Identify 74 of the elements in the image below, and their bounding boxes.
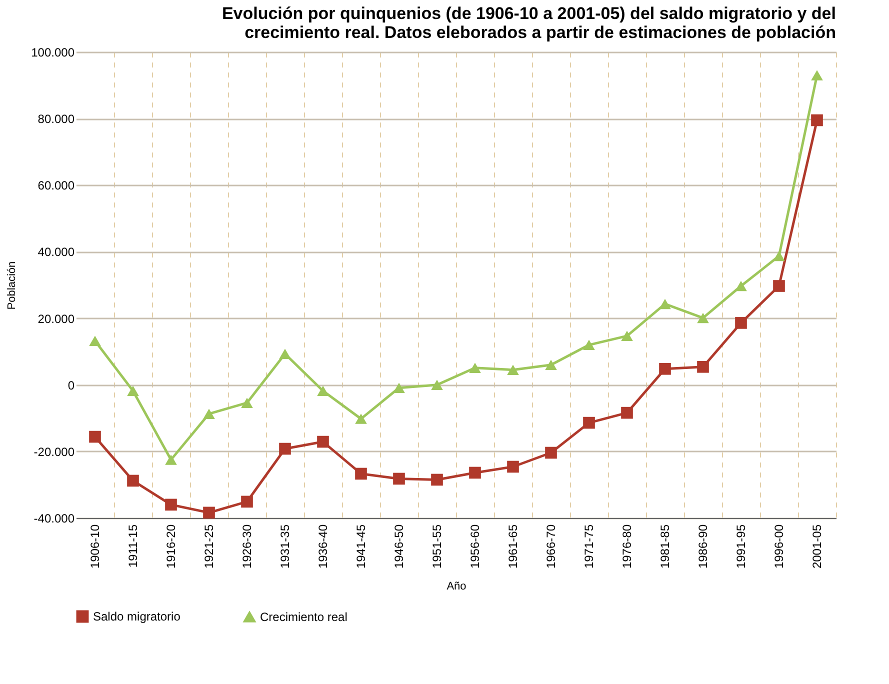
point <box>431 380 443 390</box>
y-tick-label: 60.000 <box>38 178 75 193</box>
x-tick-label: 1986-90 <box>696 524 710 569</box>
y-tick-label: 20.000 <box>38 312 75 326</box>
y-tick-label: 40.000 <box>38 245 75 260</box>
text: crecimiento real. Datos eleborados a partir de estimaciones de población <box>244 23 836 42</box>
point <box>279 348 291 360</box>
x-tick-label: 1956-60 <box>468 524 482 569</box>
x-tick-label: 1951-55 <box>430 524 444 569</box>
point <box>735 280 747 292</box>
y-tick-label: -20.000 <box>34 444 75 459</box>
point <box>773 250 785 262</box>
point <box>317 386 329 396</box>
point <box>165 498 177 511</box>
point <box>241 496 253 508</box>
x-tick-label: 1911-15 <box>126 524 140 568</box>
x-tick-label: 1991-95 <box>734 524 748 569</box>
point <box>507 460 519 473</box>
y-tick-label: 100.000 <box>31 46 75 60</box>
point <box>583 340 595 350</box>
legend-label: Crecimiento real <box>260 610 348 624</box>
x-tick-label: 1996-00 <box>772 524 786 569</box>
point <box>697 360 709 373</box>
point <box>545 446 557 459</box>
point <box>811 114 823 126</box>
point <box>583 416 595 429</box>
point <box>469 466 481 479</box>
point <box>697 312 709 324</box>
x-tick-label: 1926-30 <box>240 524 254 569</box>
point <box>545 360 557 370</box>
y-tick-label: 80.000 <box>38 112 75 126</box>
point <box>659 298 671 310</box>
x-tick-label: 1941-45 <box>354 524 368 569</box>
point <box>507 364 519 375</box>
point <box>659 362 671 375</box>
point <box>355 414 367 424</box>
x-axis-title: Año <box>446 580 466 593</box>
point <box>165 454 177 465</box>
point <box>811 70 823 80</box>
point <box>621 406 633 419</box>
point <box>317 436 329 448</box>
point <box>773 280 785 292</box>
y-tick-label: -40.000 <box>34 512 75 526</box>
legend-label: Saldo migratorio <box>93 610 181 624</box>
point <box>89 336 101 346</box>
point <box>621 330 633 342</box>
x-tick-label: 2001-05 <box>810 524 824 569</box>
x-tick-label: 1976-80 <box>620 524 634 569</box>
x-tick-label: 1906-10 <box>88 524 102 569</box>
x-tick-label: 1931-35 <box>278 524 292 569</box>
point <box>203 506 215 519</box>
point <box>355 468 367 480</box>
point <box>735 317 747 329</box>
x-tick-label: 1966-70 <box>544 524 558 569</box>
point <box>89 430 101 443</box>
x-tick-label: 1971-75 <box>582 524 596 569</box>
x-tick-label: 1936-40 <box>316 524 330 569</box>
x-tick-label: 1961-65 <box>506 524 520 569</box>
point <box>279 442 291 455</box>
y-tick-label: 0 <box>68 378 75 392</box>
y-axis-title: Población <box>6 261 18 310</box>
point <box>469 362 481 374</box>
point <box>241 398 253 408</box>
x-tick-label: 1946-50 <box>392 524 406 569</box>
point <box>431 474 443 486</box>
point <box>393 382 405 393</box>
point <box>127 474 139 487</box>
point <box>203 408 215 419</box>
x-tick-label: 1916-20 <box>164 524 178 569</box>
x-tick-label: 1921-25 <box>202 524 216 569</box>
point <box>393 472 405 485</box>
x-tick-label: 1981-85 <box>658 524 672 569</box>
text: Evolución por quinquenios (de 1906-10 a 2001-05) del saldo migratorio y del <box>222 4 836 23</box>
point <box>127 386 139 396</box>
